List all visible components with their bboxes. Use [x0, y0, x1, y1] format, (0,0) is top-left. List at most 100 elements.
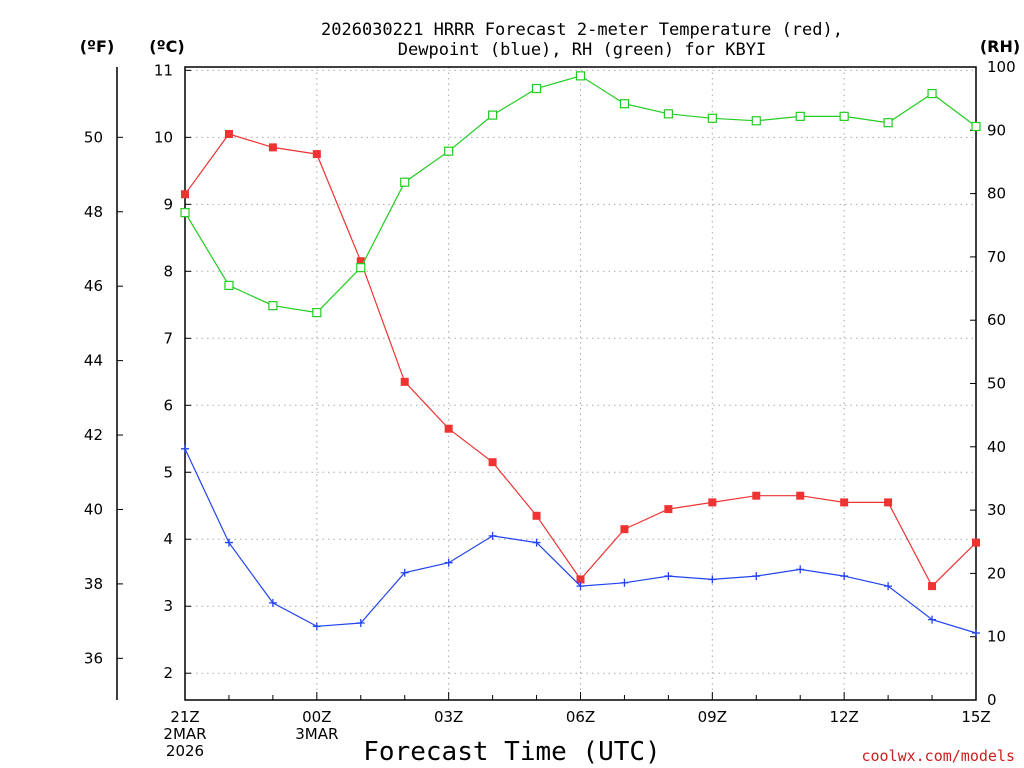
rh-point — [663, 109, 673, 119]
dewpoint-point — [708, 575, 717, 584]
rh-tick-label: 100 — [987, 58, 1016, 76]
celsius-tick-label: 3 — [163, 597, 173, 615]
fahrenheit-tick-label: 36 — [84, 649, 103, 667]
time-tick-label: 03Z — [434, 708, 463, 726]
time-tick-label: 00Z — [302, 708, 331, 726]
rh-point — [795, 111, 805, 121]
celsius-tick-label: 11 — [154, 61, 173, 79]
chart-title-line-2: Dewpoint (blue), RH (green) for KBYI — [398, 40, 766, 60]
dewpoint-point — [532, 538, 541, 547]
celsius-tick-label: 9 — [163, 195, 173, 213]
dewpoint-point — [268, 598, 277, 607]
rh-tick-label: 80 — [987, 185, 1006, 203]
dewpoint-point — [576, 582, 585, 591]
temperature-point — [620, 525, 629, 534]
grid-lines — [185, 67, 976, 700]
dewpoint-point — [224, 538, 233, 547]
time-tick-label: 2MAR — [163, 725, 206, 743]
rh-tick-label: 70 — [987, 248, 1006, 266]
fahrenheit-tick-label: 48 — [84, 203, 103, 221]
axis-ticks: 2 3 4 5 6 7 8 9 10 11 36 38 40 42 44 46 48 50 0 10 20 30 40 50 6… — [84, 58, 1016, 760]
rh-tick-label: 0 — [987, 691, 997, 709]
rh-point — [268, 301, 278, 311]
rh-point — [971, 121, 981, 132]
rh-tick-label: 90 — [987, 121, 1006, 139]
temperature-point — [752, 491, 761, 500]
rh-point — [883, 118, 893, 128]
fahrenheit-tick-label: 38 — [84, 575, 103, 593]
temperature-point — [444, 424, 453, 433]
rh-point — [575, 71, 586, 81]
dewpoint-point — [400, 568, 409, 577]
temperature-point — [224, 129, 233, 138]
temperature-point — [576, 575, 585, 584]
rh-series — [180, 71, 981, 318]
time-tick-label: 21Z — [170, 708, 199, 726]
dewpoint-point — [972, 629, 980, 638]
rh-point — [531, 83, 542, 94]
chart-title: 2026030221 HRRR Forecast 2-meter Tempera… — [321, 20, 843, 60]
rh-point — [400, 177, 410, 187]
rh-point — [180, 207, 190, 218]
dewpoint-point — [664, 572, 673, 581]
dewpoint-point — [928, 615, 937, 624]
temperature-point — [356, 257, 365, 266]
dewpoint-point — [444, 558, 453, 567]
celsius-tick-label: 4 — [163, 530, 173, 548]
dewpoint-point — [884, 582, 893, 591]
rh-point — [619, 99, 630, 109]
temperature-point — [312, 150, 321, 159]
temperature-point — [532, 511, 541, 520]
fahrenheit-tick-label: 44 — [84, 352, 103, 370]
time-tick-label: 12Z — [829, 708, 858, 726]
dewpoint-point — [796, 565, 805, 574]
time-tick-label: 06Z — [566, 708, 595, 726]
rh-point — [444, 146, 454, 156]
dewpoint-point — [181, 444, 189, 453]
dewpoint-point — [840, 572, 849, 581]
temperature-point — [928, 582, 937, 591]
dewpoint-point — [356, 618, 365, 627]
celsius-tick-label: 10 — [154, 128, 173, 146]
time-tick-label: 2026 — [166, 742, 204, 760]
rh-tick-label: 60 — [987, 311, 1006, 329]
temperature-series — [181, 129, 980, 591]
temperature-point — [181, 190, 189, 199]
time-tick-label: 15Z — [961, 708, 990, 726]
dewpoint-series — [181, 444, 980, 638]
temperature-point — [884, 498, 893, 507]
dewpoint-point — [620, 578, 629, 587]
dewpoint-point — [312, 622, 321, 631]
data-series — [180, 71, 981, 638]
rh-tick-label: 40 — [987, 438, 1006, 456]
chart-axes — [116, 66, 977, 701]
rh-point — [707, 113, 717, 123]
temperature-point — [796, 491, 805, 500]
rh-unit-label: (RH) — [980, 37, 1020, 56]
temperature-point — [400, 377, 409, 386]
x-axis-title: Forecast Time (UTC) — [363, 737, 660, 767]
time-tick-label: 09Z — [698, 708, 727, 726]
temperature-point — [664, 505, 673, 514]
celsius-tick-label: 5 — [163, 463, 173, 481]
rh-tick-label: 50 — [987, 375, 1006, 393]
rh-tick-label: 20 — [987, 564, 1006, 582]
rh-point — [312, 308, 322, 318]
fahrenheit-unit-label: (ºF) — [80, 37, 115, 56]
rh-point — [488, 110, 498, 120]
temperature-point — [708, 498, 717, 507]
rh-tick-label: 10 — [987, 628, 1006, 646]
celsius-unit-label: (ºC) — [149, 37, 184, 56]
fahrenheit-tick-label: 50 — [84, 128, 103, 146]
rh-point — [927, 88, 937, 99]
rh-tick-label: 30 — [987, 501, 1006, 519]
celsius-tick-label: 6 — [163, 396, 173, 414]
celsius-tick-label: 8 — [163, 262, 173, 280]
temperature-point — [972, 538, 980, 547]
celsius-tick-label: 7 — [163, 329, 173, 347]
credit-link[interactable]: coolwx.com/models — [861, 747, 1015, 765]
fahrenheit-tick-label: 42 — [84, 426, 103, 444]
time-tick-label: 3MAR — [295, 725, 338, 743]
rh-point — [839, 111, 849, 121]
